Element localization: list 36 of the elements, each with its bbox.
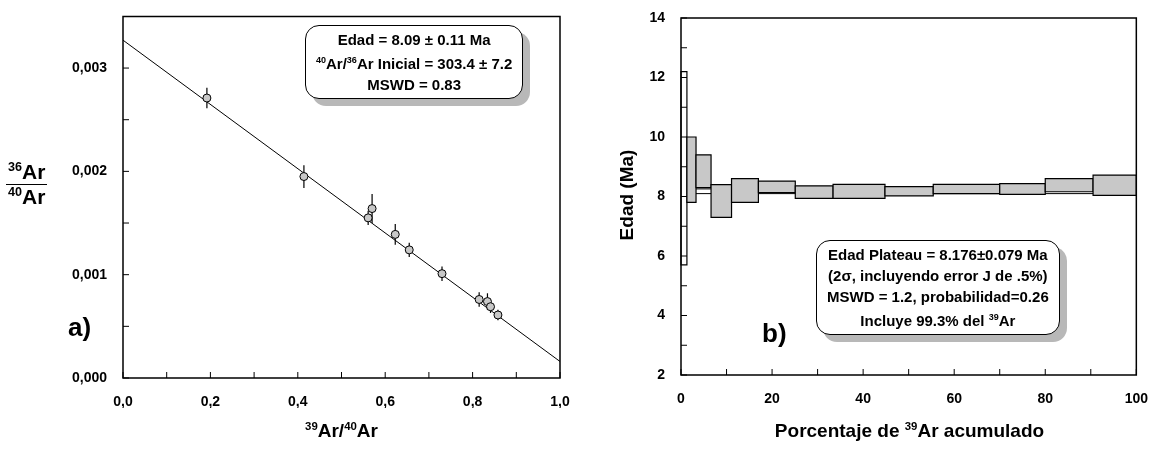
x-tick-label: 0,0 <box>113 393 133 410</box>
x-tick-label: 80 <box>1037 390 1054 407</box>
x-tick-label: 60 <box>946 390 963 407</box>
y-tick-label: 2 <box>657 365 666 382</box>
annotation: Edad Plateau = 8.176±0.079 Ma <box>827 245 1049 265</box>
x-tick-label: 0,4 <box>288 393 308 410</box>
x-axis-title: Porcentaje de $^{39}$Ar acumulado <box>774 420 1045 443</box>
annotation: (2σ, incluyendo error J de .5%) <box>827 266 1049 286</box>
x-tick-label: 1,0 <box>550 393 570 410</box>
y-tick-label: 8 <box>657 187 666 204</box>
x-tick-label: 100 <box>1124 390 1149 407</box>
x-tick-label: 0,8 <box>462 393 483 410</box>
annotation: Incluye 99.3% del $^{39}$Ar <box>859 311 1017 331</box>
text: a) <box>68 312 92 343</box>
y-axis-title: Edad (Ma) <box>616 149 638 241</box>
y-tick-label: 12 <box>649 68 666 85</box>
annotation: MSWD = 1.2, probabilidad=0.26 <box>827 287 1049 307</box>
annotation: $^{40}$Ar/$^{36}$Ar Inicial = 303.4 ± 7.2 <box>316 54 513 74</box>
y-tick-label: 10 <box>649 127 666 144</box>
y-axis-title: $^{36}$Ar $^{40}$Ar <box>7 160 47 209</box>
annotation: MSWD = 0.83 <box>366 75 463 95</box>
y-tick-label: 4 <box>657 306 666 323</box>
annotation: b) <box>762 318 787 349</box>
annotation: Edad = 8.09 ± 0.11 Ma <box>336 30 492 50</box>
x-tick-label: 20 <box>764 390 781 407</box>
y-tick-label: 0,000 <box>71 368 108 385</box>
x-tick-label: 0,2 <box>200 393 221 410</box>
y-tick-label: 0,001 <box>71 265 108 282</box>
x-tick-label: 0,6 <box>375 393 396 410</box>
y-tick-label: 0,002 <box>71 162 108 179</box>
y-tick-label: 14 <box>649 8 666 25</box>
x-tick-label: 0 <box>677 390 686 407</box>
y-tick-label: 0,003 <box>71 58 108 75</box>
y-tick-label: 6 <box>657 246 666 263</box>
x-axis-title: $^{39}$Ar/$^{40}$Ar <box>305 420 378 443</box>
x-tick-label: 40 <box>855 390 872 407</box>
